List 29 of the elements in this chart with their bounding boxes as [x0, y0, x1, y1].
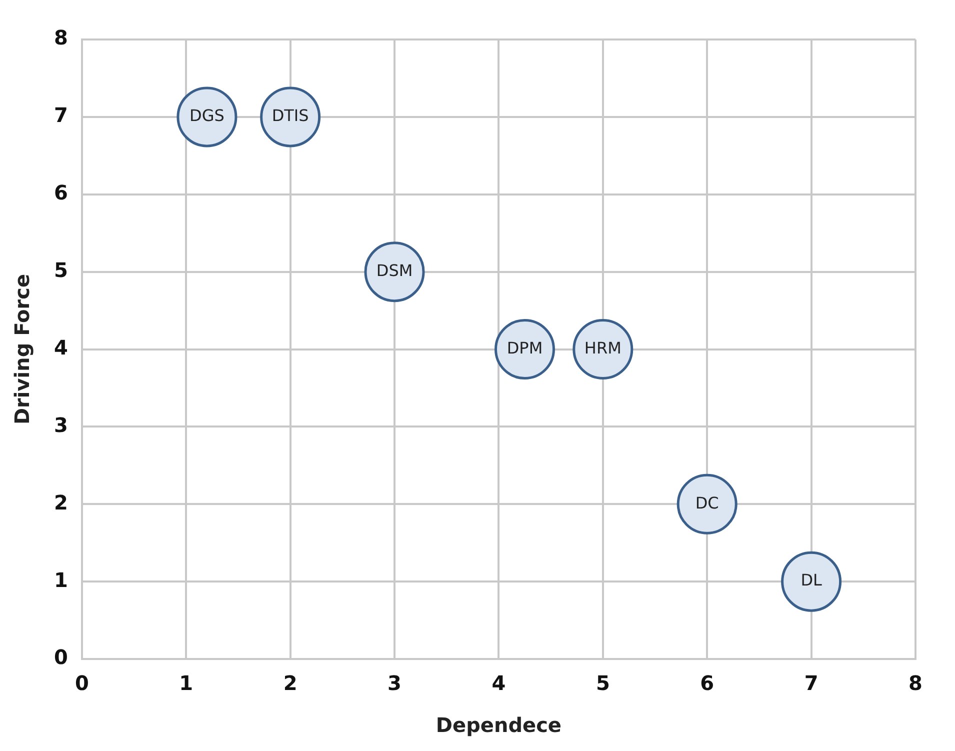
- annotation: HRM: [584, 338, 622, 358]
- x-tick-label: 1: [179, 671, 194, 696]
- y-tick-label: 2: [54, 490, 68, 514]
- y-tick-label: 5: [54, 258, 68, 282]
- annotation: DGS: [190, 106, 224, 126]
- point: [676, 474, 738, 534]
- x-tick-label: 3: [388, 671, 402, 696]
- x-tick-label: 8: [908, 671, 922, 696]
- annotation: DL: [800, 570, 822, 590]
- y-tick-label: 0: [54, 645, 68, 670]
- y-tick-label: 7: [54, 103, 68, 128]
- x-tick-label: 4: [492, 671, 506, 696]
- x-tick-label: 0: [74, 671, 89, 696]
- y-tick-label: 6: [54, 180, 68, 205]
- annotation: DSM: [376, 260, 413, 280]
- annotation: DC: [695, 493, 719, 512]
- point: [781, 551, 842, 612]
- annotation: DPM: [506, 338, 543, 358]
- y-tick-label: 1: [54, 568, 68, 592]
- x-tick-label: 2: [283, 671, 298, 696]
- y-tick-label: 3: [54, 412, 68, 437]
- y-tick-label: 4: [54, 335, 68, 360]
- x-tick-label: 7: [804, 671, 818, 696]
- x-tick-label: 5: [596, 671, 610, 696]
- y-tick-label: 8: [54, 26, 68, 50]
- x-tick-label: 6: [700, 671, 714, 696]
- y-axis-title: Driving Force: [10, 274, 34, 425]
- annotation: DTIS: [272, 106, 309, 126]
- x-axis-title: Dependece: [436, 713, 562, 738]
